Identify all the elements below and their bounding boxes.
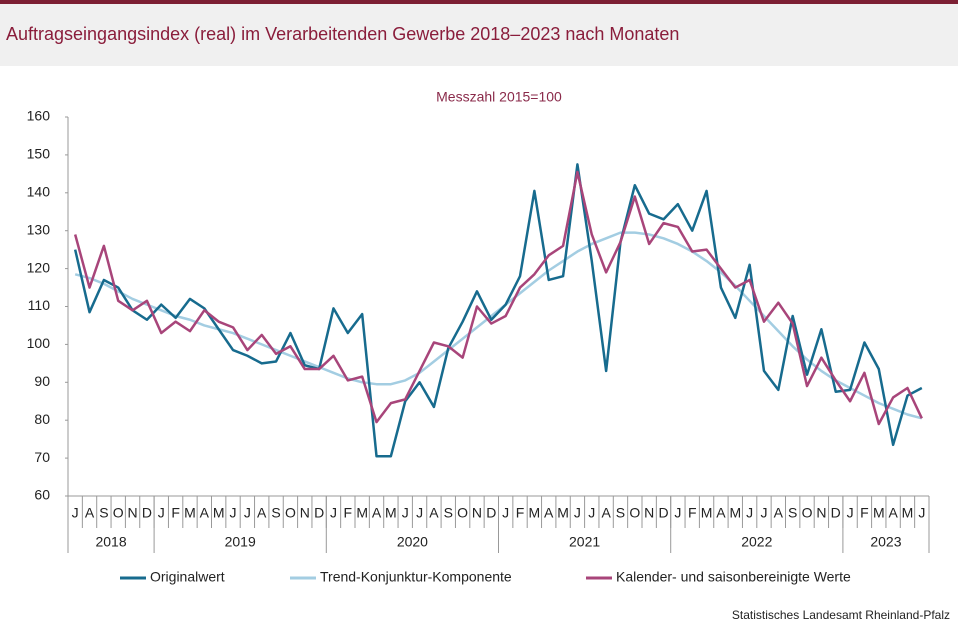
year-label: 2022 bbox=[741, 534, 772, 550]
y-tick-label: 60 bbox=[34, 487, 50, 503]
x-tick-label: A bbox=[85, 505, 95, 521]
x-tick-label: J bbox=[330, 505, 337, 521]
x-tick-label: F bbox=[516, 505, 525, 521]
y-tick-label: 130 bbox=[27, 221, 51, 237]
y-tick-label: 70 bbox=[34, 449, 50, 465]
x-tick-label: J bbox=[760, 505, 767, 521]
x-tick-label: J bbox=[402, 505, 409, 521]
y-tick-label: 140 bbox=[27, 184, 51, 200]
x-tick-label: J bbox=[416, 505, 423, 521]
year-label: 2019 bbox=[225, 534, 256, 550]
y-tick-label: 110 bbox=[28, 297, 51, 313]
x-tick-label: O bbox=[802, 505, 813, 521]
x-tick-label: S bbox=[99, 505, 108, 521]
top-bar bbox=[0, 0, 958, 4]
x-tick-label: S bbox=[788, 505, 797, 521]
y-tick-label: 120 bbox=[27, 259, 51, 275]
x-tick-label: N bbox=[128, 505, 138, 521]
x-tick-label: J bbox=[574, 505, 581, 521]
y-tick-label: 150 bbox=[27, 146, 51, 162]
year-label: 2020 bbox=[397, 534, 428, 550]
x-tick-label: N bbox=[816, 505, 826, 521]
x-tick-label: A bbox=[200, 505, 210, 521]
x-tick-label: A bbox=[429, 505, 439, 521]
x-tick-label: J bbox=[230, 505, 237, 521]
chart-title: Auftragseingangsindex (real) im Verarbei… bbox=[6, 24, 679, 44]
x-tick-label: A bbox=[601, 505, 611, 521]
x-tick-label: M bbox=[385, 505, 397, 521]
series-line bbox=[74, 231, 923, 420]
x-tick-label: J bbox=[72, 505, 79, 521]
x-tick-label: O bbox=[285, 505, 296, 521]
x-tick-label: J bbox=[244, 505, 251, 521]
x-tick-label: M bbox=[873, 505, 885, 521]
source: Statistisches Landesamt Rheinland-Pfalz bbox=[732, 608, 950, 622]
x-tick-label: A bbox=[257, 505, 267, 521]
x-tick-label: J bbox=[158, 505, 165, 521]
x-tick-label: O bbox=[629, 505, 640, 521]
x-tick-label: A bbox=[716, 505, 726, 521]
x-tick-label: M bbox=[557, 505, 569, 521]
x-tick-label: A bbox=[372, 505, 382, 521]
y-tick-label: 80 bbox=[34, 411, 50, 427]
x-tick-label: M bbox=[701, 505, 713, 521]
chart-subtitle: Messzahl 2015=100 bbox=[436, 89, 562, 105]
y-tick-label: 100 bbox=[27, 335, 51, 351]
x-tick-label: S bbox=[271, 505, 280, 521]
x-tick-label: D bbox=[314, 505, 324, 521]
x-tick-label: D bbox=[486, 505, 496, 521]
x-tick-label: A bbox=[544, 505, 554, 521]
y-tick-label: 90 bbox=[34, 373, 50, 389]
x-tick-label: A bbox=[888, 505, 898, 521]
x-tick-label: M bbox=[356, 505, 368, 521]
x-tick-label: F bbox=[860, 505, 869, 521]
x-tick-label: M bbox=[184, 505, 196, 521]
x-tick-label: N bbox=[472, 505, 482, 521]
x-tick-label: S bbox=[616, 505, 625, 521]
x-tick-label: O bbox=[113, 505, 124, 521]
year-label: 2021 bbox=[569, 534, 600, 550]
x-tick-label: J bbox=[746, 505, 753, 521]
x-tick-label: J bbox=[502, 505, 509, 521]
x-tick-label: O bbox=[457, 505, 468, 521]
series-line bbox=[73, 170, 923, 426]
x-tick-label: F bbox=[344, 505, 353, 521]
x-tick-label: S bbox=[444, 505, 453, 521]
legend-label: Trend-Konjunktur-Komponente bbox=[320, 569, 512, 585]
title-band bbox=[0, 4, 958, 66]
x-tick-label: M bbox=[213, 505, 225, 521]
x-tick-label: D bbox=[658, 505, 668, 521]
x-tick-label: F bbox=[171, 505, 180, 521]
x-tick-label: J bbox=[588, 505, 595, 521]
x-tick-label: J bbox=[847, 505, 854, 521]
y-tick-label: 160 bbox=[27, 108, 51, 124]
legend-label: Kalender- und saisonbereinigte Werte bbox=[616, 569, 851, 585]
x-tick-label: M bbox=[902, 505, 914, 521]
x-tick-label: D bbox=[831, 505, 841, 521]
x-tick-label: A bbox=[774, 505, 784, 521]
year-label: 2023 bbox=[870, 534, 901, 550]
x-tick-label: J bbox=[674, 505, 681, 521]
x-tick-label: N bbox=[300, 505, 310, 521]
x-tick-label: J bbox=[918, 505, 925, 521]
x-tick-label: F bbox=[688, 505, 697, 521]
x-tick-label: M bbox=[529, 505, 541, 521]
year-label: 2018 bbox=[95, 534, 126, 550]
x-tick-label: N bbox=[644, 505, 654, 521]
legend-label: Originalwert bbox=[150, 569, 225, 585]
x-tick-label: M bbox=[729, 505, 741, 521]
series-line bbox=[73, 163, 923, 458]
x-tick-label: D bbox=[142, 505, 152, 521]
